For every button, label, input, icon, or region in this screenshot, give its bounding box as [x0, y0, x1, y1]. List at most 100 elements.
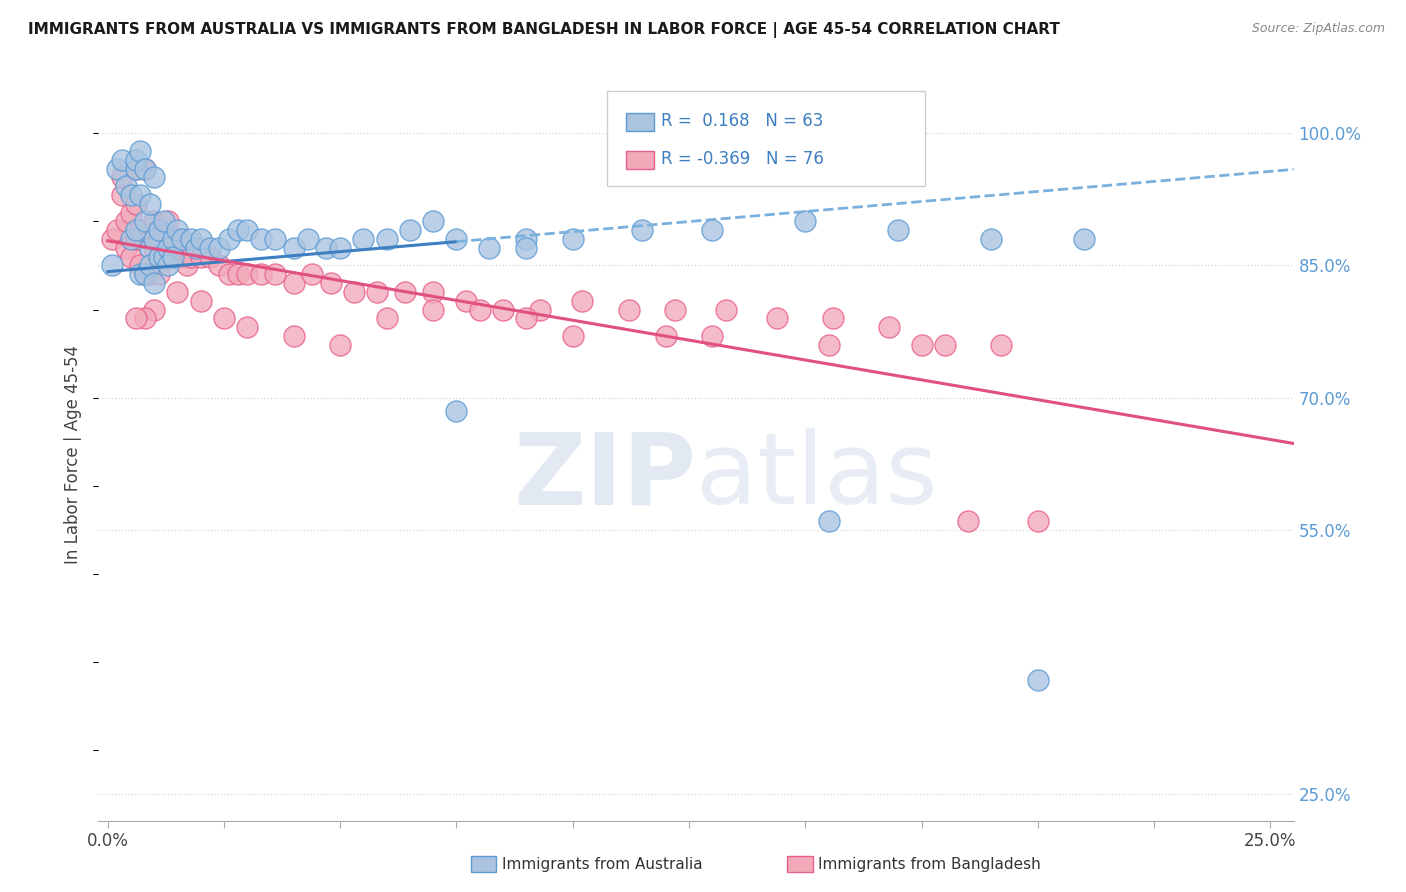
Point	[180, 250, 202, 264]
Point	[529, 302, 551, 317]
Point	[492, 302, 515, 317]
Point	[176, 259, 198, 273]
Point	[162, 232, 184, 246]
Point	[138, 259, 160, 273]
Point	[120, 205, 142, 219]
Point	[124, 161, 146, 176]
Point	[111, 153, 134, 167]
Point	[115, 179, 138, 194]
Point	[124, 161, 146, 176]
Point	[157, 214, 180, 228]
Point	[105, 223, 128, 237]
Point	[134, 267, 156, 281]
Point	[297, 232, 319, 246]
Point	[329, 338, 352, 352]
Point	[343, 285, 366, 299]
Point	[134, 214, 156, 228]
Point	[152, 232, 174, 246]
Point	[212, 311, 235, 326]
Point	[766, 311, 789, 326]
Point	[319, 276, 342, 290]
Point	[157, 241, 180, 255]
Text: Immigrants from Australia: Immigrants from Australia	[502, 857, 703, 871]
Point	[422, 214, 444, 228]
Point	[166, 223, 188, 237]
Text: Immigrants from Bangladesh: Immigrants from Bangladesh	[818, 857, 1040, 871]
Text: R =  0.168   N = 63: R = 0.168 N = 63	[661, 112, 823, 130]
Point	[134, 311, 156, 326]
Point	[138, 241, 160, 255]
Point	[190, 232, 212, 246]
Point	[714, 302, 737, 317]
Point	[129, 267, 152, 281]
Point	[124, 311, 146, 326]
Point	[375, 311, 398, 326]
Point	[422, 302, 444, 317]
Point	[990, 338, 1012, 352]
Point	[218, 232, 240, 246]
Point	[172, 250, 194, 264]
Point	[980, 232, 1002, 246]
Point	[138, 267, 160, 281]
Point	[111, 170, 134, 185]
Point	[134, 161, 156, 176]
Point	[817, 514, 839, 528]
Point	[143, 276, 166, 290]
Point	[236, 320, 259, 334]
Point	[1026, 673, 1049, 687]
Point	[702, 223, 724, 237]
Point	[152, 214, 174, 228]
Point	[143, 232, 166, 246]
Point	[143, 241, 166, 255]
Point	[162, 241, 184, 255]
Point	[446, 404, 468, 418]
Point	[166, 232, 188, 246]
Y-axis label: In Labor Force | Age 45-54: In Labor Force | Age 45-54	[65, 345, 83, 565]
Text: Source: ZipAtlas.com: Source: ZipAtlas.com	[1251, 22, 1385, 36]
Point	[515, 311, 537, 326]
Point	[823, 311, 845, 326]
Point	[375, 232, 398, 246]
Point	[250, 232, 273, 246]
Point	[129, 188, 152, 202]
Point	[515, 241, 537, 255]
Point	[283, 241, 305, 255]
Point	[124, 196, 146, 211]
Point	[399, 223, 422, 237]
Point	[446, 232, 468, 246]
Point	[877, 320, 900, 334]
Point	[208, 241, 231, 255]
Point	[366, 285, 388, 299]
Point	[794, 214, 817, 228]
Point	[101, 259, 124, 273]
Point	[454, 293, 477, 308]
Point	[561, 329, 583, 343]
Point	[315, 241, 337, 255]
Point	[236, 267, 259, 281]
Point	[134, 267, 156, 281]
Point	[115, 214, 138, 228]
Point	[264, 232, 287, 246]
Point	[1073, 232, 1095, 246]
Point	[934, 338, 956, 352]
Point	[124, 223, 146, 237]
Point	[571, 293, 593, 308]
Point	[664, 302, 686, 317]
Point	[702, 329, 724, 343]
Text: ZIP: ZIP	[513, 428, 696, 525]
Point	[129, 223, 152, 237]
Point	[134, 161, 156, 176]
Point	[910, 338, 932, 352]
Point	[190, 250, 212, 264]
Text: IMMIGRANTS FROM AUSTRALIA VS IMMIGRANTS FROM BANGLADESH IN LABOR FORCE | AGE 45-: IMMIGRANTS FROM AUSTRALIA VS IMMIGRANTS …	[28, 22, 1060, 38]
Point	[184, 241, 207, 255]
Point	[631, 223, 654, 237]
Point	[138, 196, 160, 211]
Point	[1026, 514, 1049, 528]
Point	[143, 214, 166, 228]
Point	[148, 223, 170, 237]
Point	[120, 250, 142, 264]
Point	[148, 223, 170, 237]
Point	[143, 302, 166, 317]
Point	[124, 153, 146, 167]
